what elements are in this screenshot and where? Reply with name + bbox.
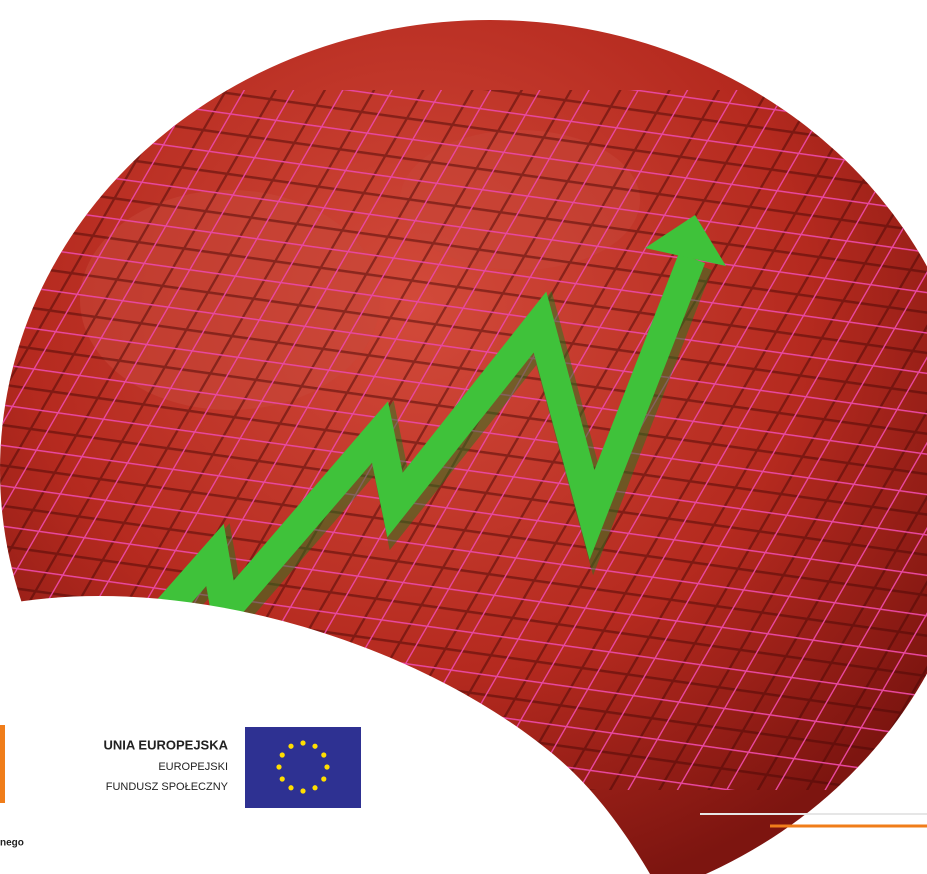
logo-line: EUROPEJSKI: [158, 761, 228, 773]
flag-star: [312, 743, 318, 749]
flag-star: [276, 764, 282, 770]
flag-star: [279, 776, 285, 782]
eu-flag: [245, 727, 361, 808]
flag-star: [300, 740, 306, 746]
footer-fragment: nego: [0, 838, 24, 849]
flag-star: [288, 785, 294, 791]
flag-star: [321, 776, 327, 782]
growth-arrow: [129, 215, 726, 658]
flag-star: [312, 785, 318, 791]
logo-line: FUNDUSZ SPOŁECZNY: [106, 781, 229, 793]
orange-bar: [0, 725, 5, 803]
flag-star: [321, 752, 327, 758]
flag-star: [279, 752, 285, 758]
flag-star: [288, 743, 294, 749]
flag-star: [324, 764, 330, 770]
logo-title: UNIA EUROPEJSKA: [104, 737, 229, 752]
flag-star: [300, 788, 306, 794]
